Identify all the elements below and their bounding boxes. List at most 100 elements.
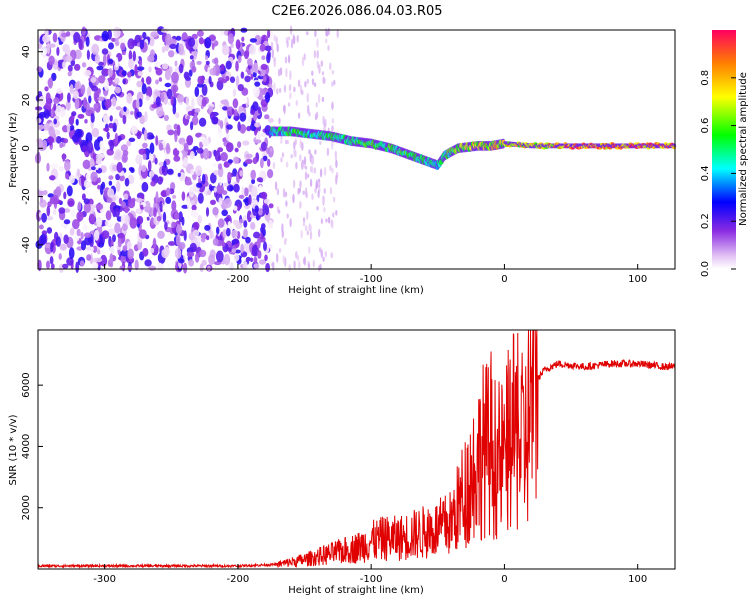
colorbar-tick-label: 0.8 (700, 70, 711, 86)
noise-blob (111, 37, 116, 42)
noise-blob (142, 153, 147, 160)
noise-blob (114, 36, 120, 47)
noise-blob (161, 165, 166, 173)
noise-blob (164, 44, 169, 52)
noise-blob (89, 158, 95, 167)
noise-blob (132, 50, 136, 62)
noise-blob (258, 207, 263, 216)
noise-blob (315, 102, 318, 108)
noise-blob (313, 50, 317, 59)
noise-blob (145, 76, 152, 85)
noise-blob (99, 140, 104, 149)
noise-blob (46, 136, 55, 144)
x-tick-label: -100 (360, 574, 383, 585)
noise-blob (225, 60, 232, 70)
noise-blob (321, 71, 325, 76)
noise-blob (323, 78, 326, 84)
noise-blob (250, 257, 254, 263)
noise-blob (239, 219, 244, 224)
noise-blob (325, 218, 328, 223)
noise-blob (42, 34, 51, 44)
noise-blob (314, 187, 317, 194)
noise-blob (65, 31, 71, 37)
noise-blob (122, 223, 128, 232)
noise-blob (123, 106, 127, 112)
noise-blob (91, 85, 99, 92)
noise-blob (162, 211, 167, 223)
noise-blob (194, 108, 201, 113)
noise-blob (306, 92, 309, 103)
noise-blob (81, 26, 87, 36)
noise-blob (331, 118, 335, 124)
noise-blob (256, 238, 261, 249)
noise-blob (243, 220, 248, 228)
noise-blob (319, 263, 322, 270)
noise-blob (276, 43, 279, 53)
noise-blob (74, 82, 80, 90)
noise-blob (73, 32, 81, 43)
noise-blob (196, 96, 204, 104)
noise-blob (201, 173, 206, 185)
noise-blob (199, 263, 204, 272)
noise-blob (331, 81, 334, 87)
noise-blob (308, 246, 311, 255)
noise-blob (252, 157, 258, 165)
noise-blob (176, 124, 181, 136)
noise-blob (50, 163, 59, 169)
noise-blob (109, 253, 114, 264)
noise-blob (332, 196, 336, 203)
noise-blob (100, 254, 108, 267)
noise-blob (243, 228, 248, 238)
noise-blob (139, 229, 147, 239)
noise-blob (116, 180, 121, 192)
noise-blob (327, 27, 330, 36)
noise-blob (36, 66, 43, 73)
noise-blob (218, 197, 223, 206)
noise-blob (295, 99, 298, 106)
noise-blob (278, 117, 281, 125)
noise-blob (283, 84, 287, 93)
noise-blob (284, 56, 288, 64)
noise-blob (101, 181, 106, 190)
noise-blob (54, 105, 63, 117)
spectrogram-y-label: Frequency (Hz) (8, 112, 19, 188)
noise-blob (158, 142, 164, 151)
noise-blob (145, 95, 150, 101)
noise-blob (143, 129, 148, 141)
noise-blob (316, 38, 319, 48)
noise-blob (280, 157, 283, 163)
noise-blob (282, 188, 286, 198)
noise-blob (272, 261, 275, 272)
noise-blob (309, 165, 313, 173)
noise-blob (44, 101, 52, 111)
noise-blob (88, 213, 95, 225)
noise-blob (174, 60, 178, 67)
noise-blob (110, 84, 114, 92)
noise-blob (120, 254, 127, 264)
noise-blob (97, 96, 105, 102)
noise-blob (83, 198, 90, 205)
noise-blob (294, 152, 297, 158)
noise-blob (150, 217, 155, 226)
noise-blob (126, 241, 132, 250)
noise-blob (277, 209, 281, 214)
noise-blob (46, 227, 53, 234)
noise-blob (276, 252, 279, 263)
noise-blob (97, 184, 101, 190)
noise-blob (72, 134, 80, 143)
noise-blob (289, 218, 292, 228)
figure-title: C2E6.2026.086.04.03.R05 (271, 4, 442, 19)
noise-blob (229, 185, 234, 192)
noise-blob (309, 230, 313, 240)
noise-blob (220, 79, 228, 84)
noise-blob (86, 141, 94, 154)
noise-blob (333, 79, 336, 86)
noise-blob (332, 212, 335, 218)
noise-blob (278, 248, 282, 253)
noise-blob (229, 76, 236, 83)
noise-blob (194, 86, 200, 98)
noise-blob (81, 174, 85, 187)
noise-blob (204, 224, 211, 231)
noise-blob (287, 54, 291, 64)
noise-blob (90, 77, 97, 83)
